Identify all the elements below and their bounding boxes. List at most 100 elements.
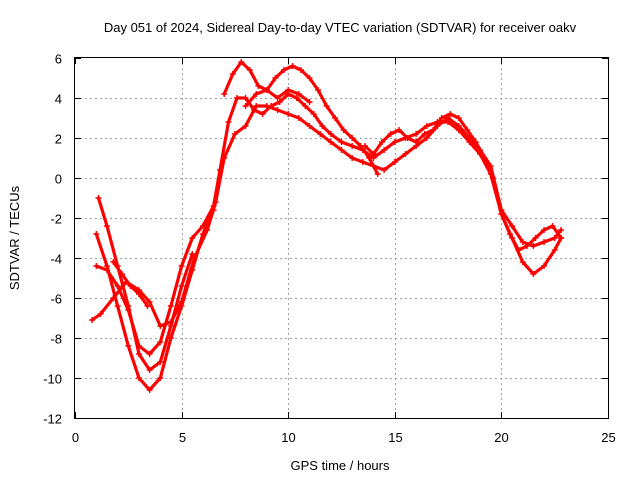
- data-point: [340, 127, 347, 133]
- y-axis-label: SDTVAR / TECUs: [7, 185, 22, 290]
- series-line: [94, 208, 216, 392]
- data-point: [199, 231, 206, 237]
- y-tick-label: -2: [50, 212, 62, 227]
- data-point: [466, 139, 473, 145]
- data-point: [366, 155, 373, 161]
- x-tick-label: 20: [494, 430, 508, 445]
- data-point: [280, 67, 287, 73]
- data-point: [242, 95, 249, 101]
- data-point: [238, 59, 245, 65]
- data-point: [532, 235, 539, 241]
- data-point: [272, 75, 279, 81]
- data-point: [274, 107, 281, 113]
- data-point: [402, 151, 409, 157]
- data-point: [447, 111, 454, 117]
- series-line: [96, 196, 194, 372]
- data-point: [146, 351, 153, 357]
- data-point: [263, 87, 270, 93]
- data-point: [558, 227, 565, 233]
- data-point: [285, 87, 292, 93]
- data-point: [519, 259, 526, 265]
- data-point: [302, 103, 309, 109]
- data-point: [210, 207, 217, 213]
- data-point: [498, 211, 505, 217]
- data-point: [157, 375, 164, 381]
- data-point: [293, 95, 300, 101]
- y-tick-label: 4: [55, 92, 62, 107]
- series-track-2: [93, 91, 565, 357]
- data-point: [146, 299, 153, 305]
- data-point: [253, 103, 260, 109]
- data-point: [189, 235, 196, 241]
- data-point: [295, 115, 302, 121]
- data-point: [253, 91, 260, 97]
- y-tick-label: -10: [43, 372, 62, 387]
- data-point: [396, 127, 403, 133]
- data-point: [135, 351, 142, 357]
- data-point: [317, 131, 324, 137]
- x-tick-label: 15: [388, 430, 402, 445]
- y-tick-label: 6: [55, 52, 62, 67]
- data-point: [103, 263, 110, 269]
- data-point: [541, 239, 548, 245]
- data-point: [319, 123, 326, 129]
- data-point: [306, 75, 313, 81]
- data-point: [523, 243, 530, 249]
- data-point: [297, 67, 304, 73]
- x-tick-label: 0: [72, 430, 79, 445]
- data-point: [551, 247, 558, 253]
- data-point: [97, 311, 104, 317]
- data-point: [251, 107, 258, 113]
- data-point: [246, 67, 253, 73]
- data-point: [327, 131, 334, 137]
- data-point: [455, 127, 462, 133]
- data-point: [178, 263, 185, 269]
- data-point: [276, 99, 283, 105]
- data-point: [509, 223, 516, 229]
- y-tick-label: 2: [55, 132, 62, 147]
- data-point: [489, 175, 496, 181]
- data-point: [135, 375, 142, 381]
- data-point: [530, 243, 537, 249]
- data-point: [391, 159, 398, 165]
- data-point: [144, 303, 151, 309]
- data-point: [310, 111, 317, 117]
- data-point: [361, 143, 368, 149]
- data-point: [125, 343, 132, 349]
- y-tick-label: -8: [50, 332, 62, 347]
- plot-frame: [74, 57, 609, 419]
- data-point: [295, 91, 302, 97]
- data-point: [221, 91, 228, 97]
- data-point: [430, 127, 437, 133]
- series-track-8: [361, 111, 565, 253]
- data-point: [225, 119, 232, 125]
- data-point: [381, 167, 388, 173]
- y-tick-label: -6: [50, 292, 62, 307]
- data-point: [146, 367, 153, 373]
- series-track-6: [221, 59, 381, 177]
- x-tick-label: 10: [281, 430, 295, 445]
- y-tick-label: -12: [43, 412, 62, 427]
- data-point: [413, 139, 420, 145]
- data-point: [338, 147, 345, 153]
- data-point: [274, 95, 281, 101]
- data-point: [519, 239, 526, 245]
- data-point: [323, 103, 330, 109]
- series-track-5: [110, 259, 151, 309]
- data-point: [178, 303, 185, 309]
- data-point: [338, 139, 345, 145]
- y-tick-label: 0: [55, 172, 62, 187]
- x-tick-label: 5: [179, 430, 186, 445]
- data-point: [370, 151, 377, 157]
- data-point: [404, 135, 411, 141]
- data-point: [332, 115, 339, 121]
- data-point: [379, 139, 386, 145]
- data-point: [157, 339, 164, 345]
- y-tick-label: -4: [50, 252, 62, 267]
- data-point: [327, 139, 334, 145]
- data-point: [481, 155, 488, 161]
- series-layer: [89, 59, 565, 393]
- data-point: [167, 303, 174, 309]
- data-point: [549, 223, 556, 229]
- data-point: [506, 231, 513, 237]
